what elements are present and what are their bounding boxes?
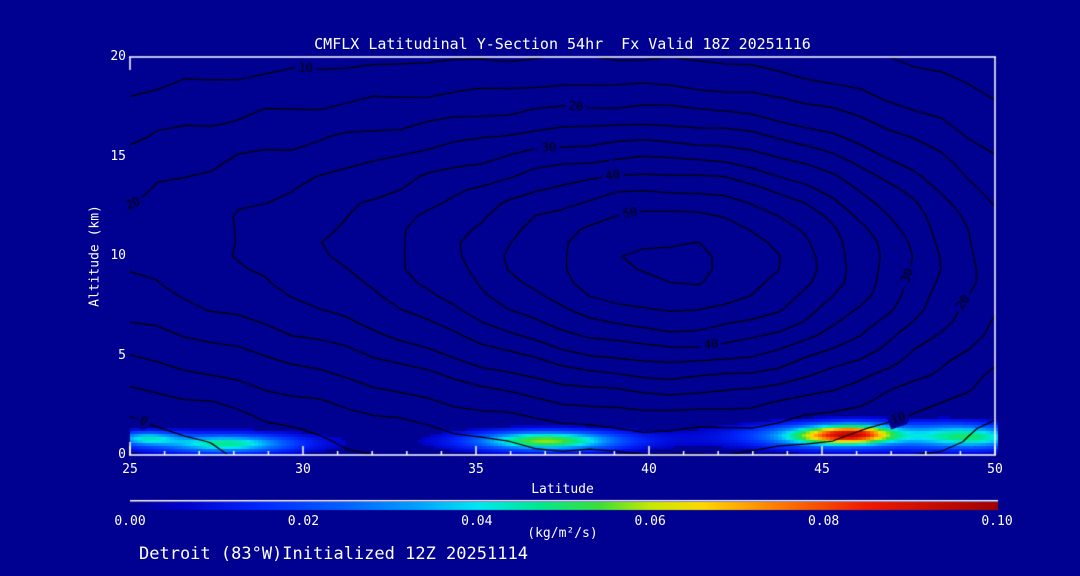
x-tick-label: 50 [987, 462, 1003, 477]
x-tick-label: 25 [122, 462, 138, 477]
station-init-footer: Detroit (83°W)Initialized 12Z 20251114 [139, 544, 528, 564]
x-axis-title: Latitude [531, 482, 594, 497]
colorbar-tick-label: 0.02 [287, 514, 320, 529]
colorbar-tick-label: 0.04 [461, 514, 493, 529]
y-tick-label: 10 [110, 248, 126, 263]
colorbar-tick-label: 0.08 [807, 514, 840, 529]
x-tick-label: 40 [641, 462, 657, 477]
chart-title: CMFLX Latitudinal Y-Section 54hr Fx Vali… [314, 35, 811, 53]
colorbar-tick-label: 0.06 [634, 514, 666, 529]
y-tick-label: 5 [118, 347, 126, 363]
x-tick-label: 35 [468, 462, 484, 477]
y-tick-label: 0 [118, 447, 126, 462]
y-tick-label: 20 [110, 49, 126, 64]
colorbar-units-label: (kg/m²/s) [527, 526, 598, 541]
colorbar-tick-label: 0.00 [114, 514, 146, 529]
colorbar-tick-label: 0.10 [981, 514, 1013, 529]
x-tick-label: 45 [814, 462, 830, 477]
y-tick-label: 15 [110, 148, 126, 164]
x-tick-label: 30 [295, 462, 311, 477]
